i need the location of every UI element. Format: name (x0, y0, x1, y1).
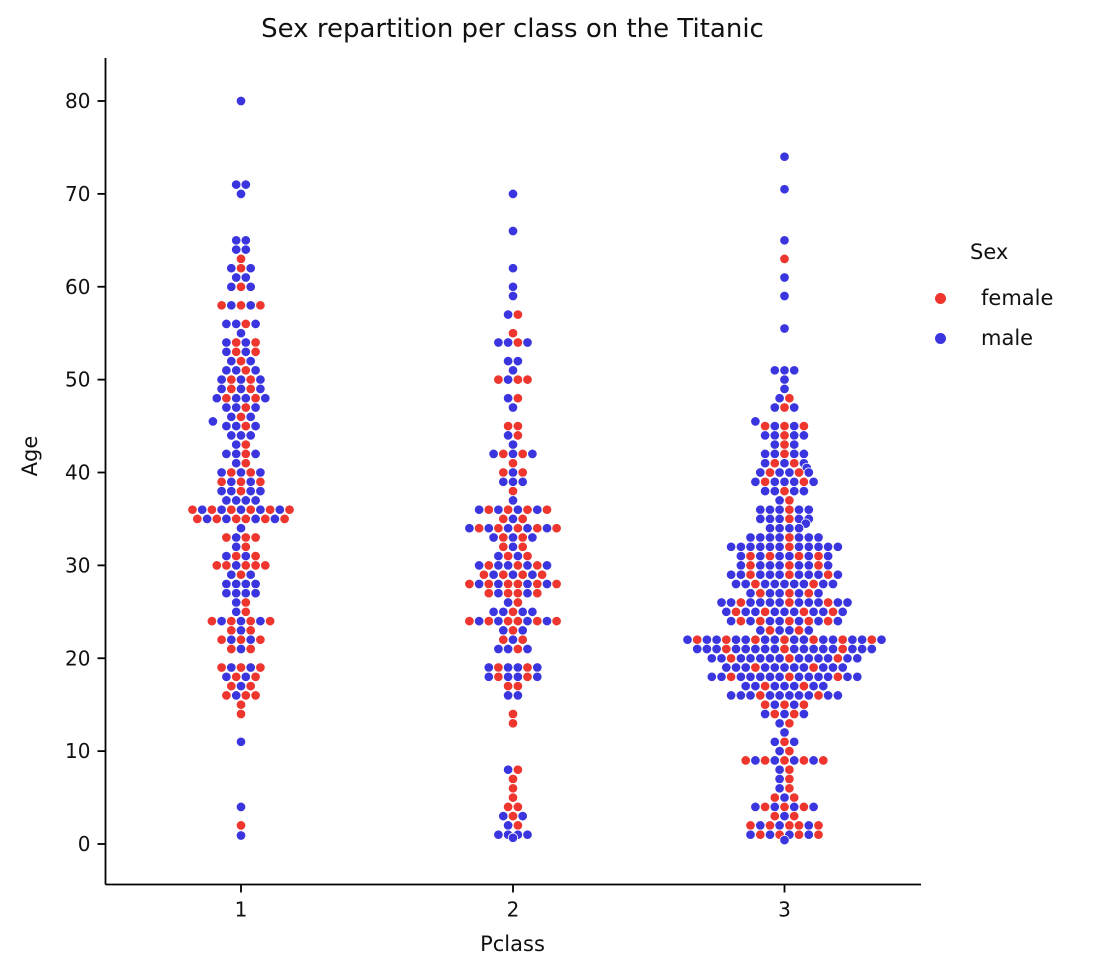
swarm-class-1 (187, 95, 295, 841)
svg-text:0: 0 (78, 832, 91, 856)
legend-label-female: female (981, 286, 1054, 310)
svg-text:3: 3 (778, 898, 791, 922)
legend-entry-male: male (918, 318, 1103, 358)
svg-text:50: 50 (65, 368, 90, 392)
svg-text:20: 20 (65, 646, 90, 670)
svg-text:80: 80 (65, 89, 90, 113)
svg-text:30: 30 (65, 553, 90, 577)
legend: Sex female male (918, 240, 1103, 358)
legend-title: Sex (970, 240, 1009, 264)
chart-title: Sex repartition per class on the Titanic (261, 14, 764, 44)
x-ticks: 1 2 3 (235, 884, 791, 922)
y-ticks: 0 10 20 30 40 50 60 70 80 (65, 89, 106, 856)
y-axis-label: Age (18, 435, 42, 477)
svg-text:60: 60 (65, 275, 90, 299)
svg-text:1: 1 (235, 898, 248, 922)
svg-text:10: 10 (65, 739, 90, 763)
swarm-class-3 (682, 151, 887, 846)
swarm-class-2 (464, 188, 562, 843)
x-axis-label: Pclass (480, 932, 545, 956)
svg-text:40: 40 (65, 461, 90, 485)
svg-text:2: 2 (507, 898, 520, 922)
svg-text:70: 70 (65, 182, 90, 206)
legend-entry-female: female (918, 278, 1103, 318)
legend-label-male: male (981, 326, 1034, 350)
male-dot-icon (935, 332, 946, 344)
female-dot-icon (935, 292, 946, 304)
